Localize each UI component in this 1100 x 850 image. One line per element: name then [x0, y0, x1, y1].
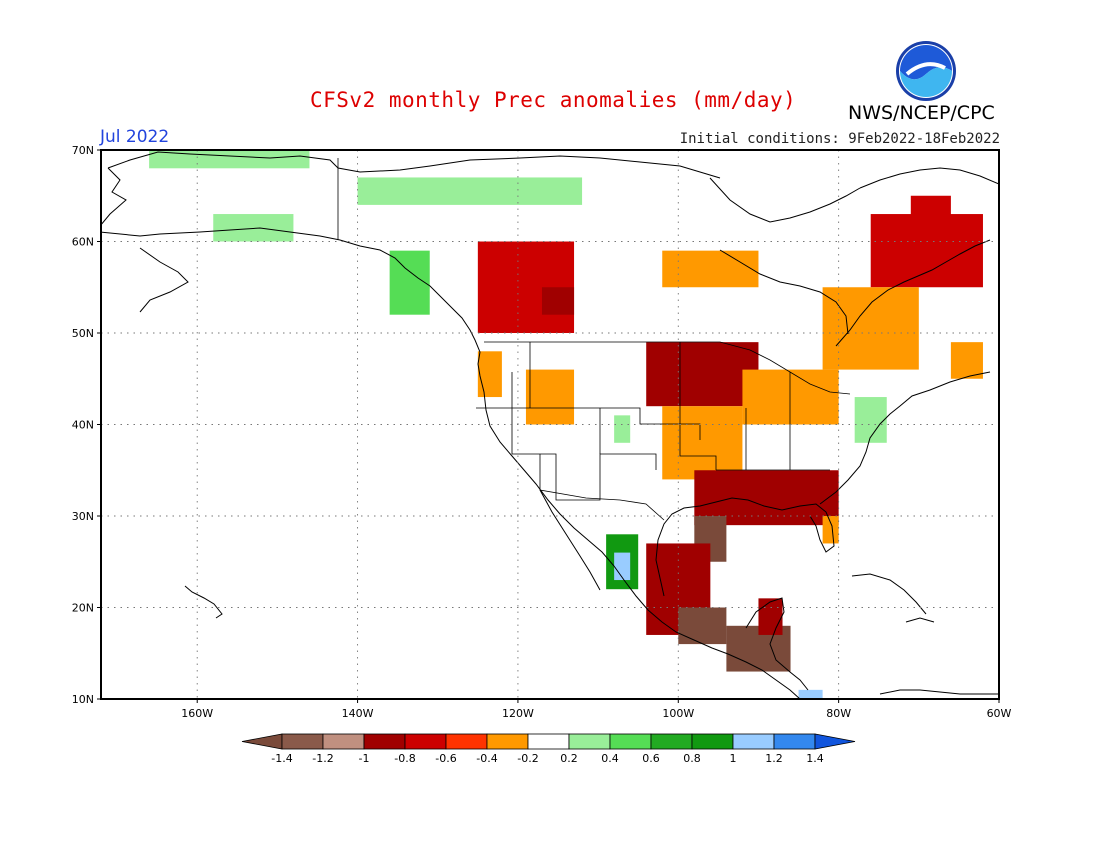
colorbar-label: 0.6 — [642, 752, 660, 765]
anomaly-region — [525, 369, 575, 425]
colorbar-segment — [609, 733, 652, 750]
colorbar-segment — [773, 733, 816, 750]
colorbar-label: 0.2 — [560, 752, 578, 765]
anomaly-region — [870, 214, 983, 288]
noaa-logo — [896, 41, 956, 101]
anomaly-region — [646, 342, 759, 407]
colorbar-label: 1.4 — [806, 752, 824, 765]
anomaly-region — [822, 287, 919, 370]
colorbar-segment — [404, 733, 447, 750]
colorbar-label: -0.4 — [476, 752, 497, 765]
anomaly-region — [854, 397, 887, 443]
anomaly-region — [614, 552, 631, 581]
anomaly-region — [541, 287, 575, 315]
colorbar-label: 0.8 — [683, 752, 701, 765]
colorbar-segment — [650, 733, 693, 750]
colorbar-label: 0.4 — [601, 752, 619, 765]
colorbar-segment — [732, 733, 775, 750]
political-borders — [337, 158, 851, 521]
colorbar-segment — [527, 733, 570, 750]
lat-tick-label: 10N — [72, 693, 94, 706]
colorbar-label: 1.2 — [765, 752, 783, 765]
colorbar-label: -1.4 — [271, 752, 292, 765]
colorbar-segment — [322, 733, 365, 750]
anomaly-region — [614, 415, 631, 443]
anomaly-region — [149, 150, 310, 169]
anomaly-region — [822, 516, 839, 544]
agency-label: NWS/NCEP/CPC — [848, 102, 995, 124]
colorbar-segment — [445, 733, 488, 750]
initial-conditions-label: Initial conditions: 9Feb2022-18Feb2022 — [679, 131, 1000, 147]
colorbar-label: -0.6 — [435, 752, 456, 765]
longitude-labels: 160W 140W 120W 100W 80W 60W — [181, 699, 1012, 720]
lat-tick-label: 70N — [72, 144, 94, 157]
anomaly-region — [662, 250, 759, 288]
chart-title: CFSv2 monthly Prec anomalies (mm/day) — [310, 88, 797, 112]
anomaly-region — [662, 406, 743, 480]
lat-tick-label: 60N — [72, 236, 94, 249]
graticule — [101, 150, 999, 699]
colorbar-arrow-low — [241, 733, 283, 750]
anomaly-region — [950, 342, 983, 379]
colorbar-segment — [281, 733, 324, 750]
colorbar-segment — [486, 733, 529, 750]
lon-tick-label: 60W — [987, 707, 1012, 720]
latitude-labels: 70N 60N 50N 40N 30N 20N 10N — [72, 144, 101, 706]
valid-month-label: Jul 2022 — [100, 127, 170, 147]
anomaly-region — [798, 689, 823, 699]
lon-tick-label: 100W — [662, 707, 694, 720]
colorbar-label: 1 — [730, 752, 737, 765]
lon-tick-label: 140W — [342, 707, 374, 720]
lon-tick-label: 160W — [181, 707, 213, 720]
anomaly-region — [758, 598, 783, 635]
colorbar-segment — [691, 733, 734, 750]
colorbar-label: -1 — [359, 752, 370, 765]
anomaly-field — [149, 150, 983, 699]
lon-tick-label: 80W — [826, 707, 851, 720]
anomaly-region — [910, 195, 951, 224]
colorbar-label: -1.2 — [312, 752, 333, 765]
anomaly-region — [742, 369, 839, 425]
colorbar-arrow-high — [814, 733, 856, 750]
lat-tick-label: 30N — [72, 510, 94, 523]
colorbar: -1.4 -1.2 -1 -0.8 -0.6 -0.4 -0.2 0.2 0.4 0.6 0.8 1 1… — [241, 733, 856, 765]
anomaly-region — [389, 250, 430, 315]
lat-tick-label: 40N — [72, 419, 94, 432]
anomaly-region — [477, 351, 502, 398]
colorbar-segment — [363, 733, 406, 750]
lat-tick-label: 50N — [72, 327, 94, 340]
anomaly-region — [357, 177, 583, 205]
lon-tick-label: 120W — [502, 707, 534, 720]
coastlines — [101, 151, 999, 699]
lat-tick-label: 20N — [72, 602, 94, 615]
colorbar-segment — [568, 733, 611, 750]
anomaly-region — [678, 607, 727, 645]
colorbar-label: -0.2 — [517, 752, 538, 765]
anomaly-region — [213, 214, 294, 242]
colorbar-label: -0.8 — [394, 752, 415, 765]
